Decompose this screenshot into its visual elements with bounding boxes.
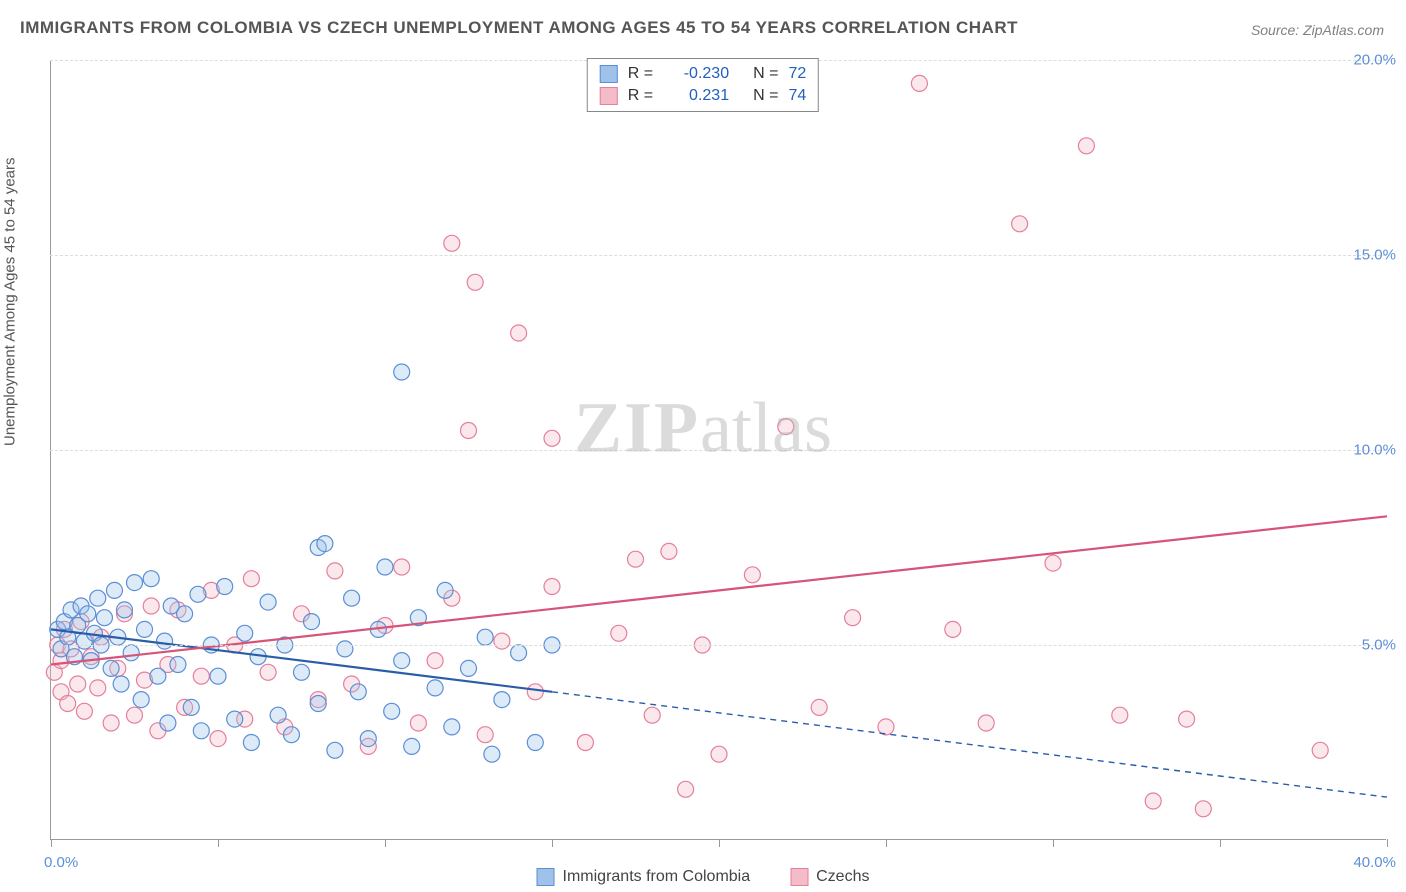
legend-label-colombia: Immigrants from Colombia bbox=[563, 868, 751, 886]
y-tick-label: 15.0% bbox=[1353, 247, 1396, 264]
x-tick-mark bbox=[51, 839, 52, 847]
legend-item-czechs: Czechs bbox=[790, 868, 869, 886]
legend-row-czechs: R = 0.231 N = 74 bbox=[600, 85, 806, 107]
x-tick-mark bbox=[385, 839, 386, 847]
x-tick-mark bbox=[1387, 839, 1388, 847]
x-tick-label-min: 0.0% bbox=[44, 854, 78, 871]
source-attribution: Source: ZipAtlas.com bbox=[1251, 22, 1384, 38]
y-tick-label: 5.0% bbox=[1362, 637, 1396, 654]
swatch-colombia-icon bbox=[600, 65, 618, 83]
n-value-czechs: 74 bbox=[788, 87, 806, 105]
x-tick-mark bbox=[218, 839, 219, 847]
legend-row-colombia: R = -0.230 N = 72 bbox=[600, 63, 806, 85]
chart-title: IMMIGRANTS FROM COLOMBIA VS CZECH UNEMPL… bbox=[20, 18, 1018, 38]
n-label: N = bbox=[753, 87, 778, 105]
y-tick-label: 10.0% bbox=[1353, 442, 1396, 459]
gridline bbox=[50, 450, 1386, 451]
x-tick-mark bbox=[886, 839, 887, 847]
x-tick-mark bbox=[1220, 839, 1221, 847]
r-value-czechs: 0.231 bbox=[659, 87, 729, 105]
r-label: R = bbox=[628, 87, 653, 105]
x-tick-mark bbox=[552, 839, 553, 847]
series-legend: Immigrants from Colombia Czechs bbox=[537, 868, 870, 886]
y-tick-label: 20.0% bbox=[1353, 52, 1396, 69]
correlation-legend: R = -0.230 N = 72 R = 0.231 N = 74 bbox=[587, 58, 819, 112]
x-tick-mark bbox=[1053, 839, 1054, 847]
swatch-colombia-icon bbox=[537, 868, 555, 886]
n-value-colombia: 72 bbox=[788, 65, 806, 83]
x-tick-label-max: 40.0% bbox=[1353, 854, 1396, 871]
r-label: R = bbox=[628, 65, 653, 83]
gridline bbox=[50, 645, 1386, 646]
legend-label-czechs: Czechs bbox=[816, 868, 869, 886]
swatch-czechs-icon bbox=[790, 868, 808, 886]
y-axis-label: Unemployment Among Ages 45 to 54 years bbox=[2, 157, 19, 446]
r-value-colombia: -0.230 bbox=[659, 65, 729, 83]
legend-item-colombia: Immigrants from Colombia bbox=[537, 868, 751, 886]
x-tick-mark bbox=[719, 839, 720, 847]
gridline bbox=[50, 255, 1386, 256]
n-label: N = bbox=[753, 65, 778, 83]
swatch-czechs-icon bbox=[600, 87, 618, 105]
